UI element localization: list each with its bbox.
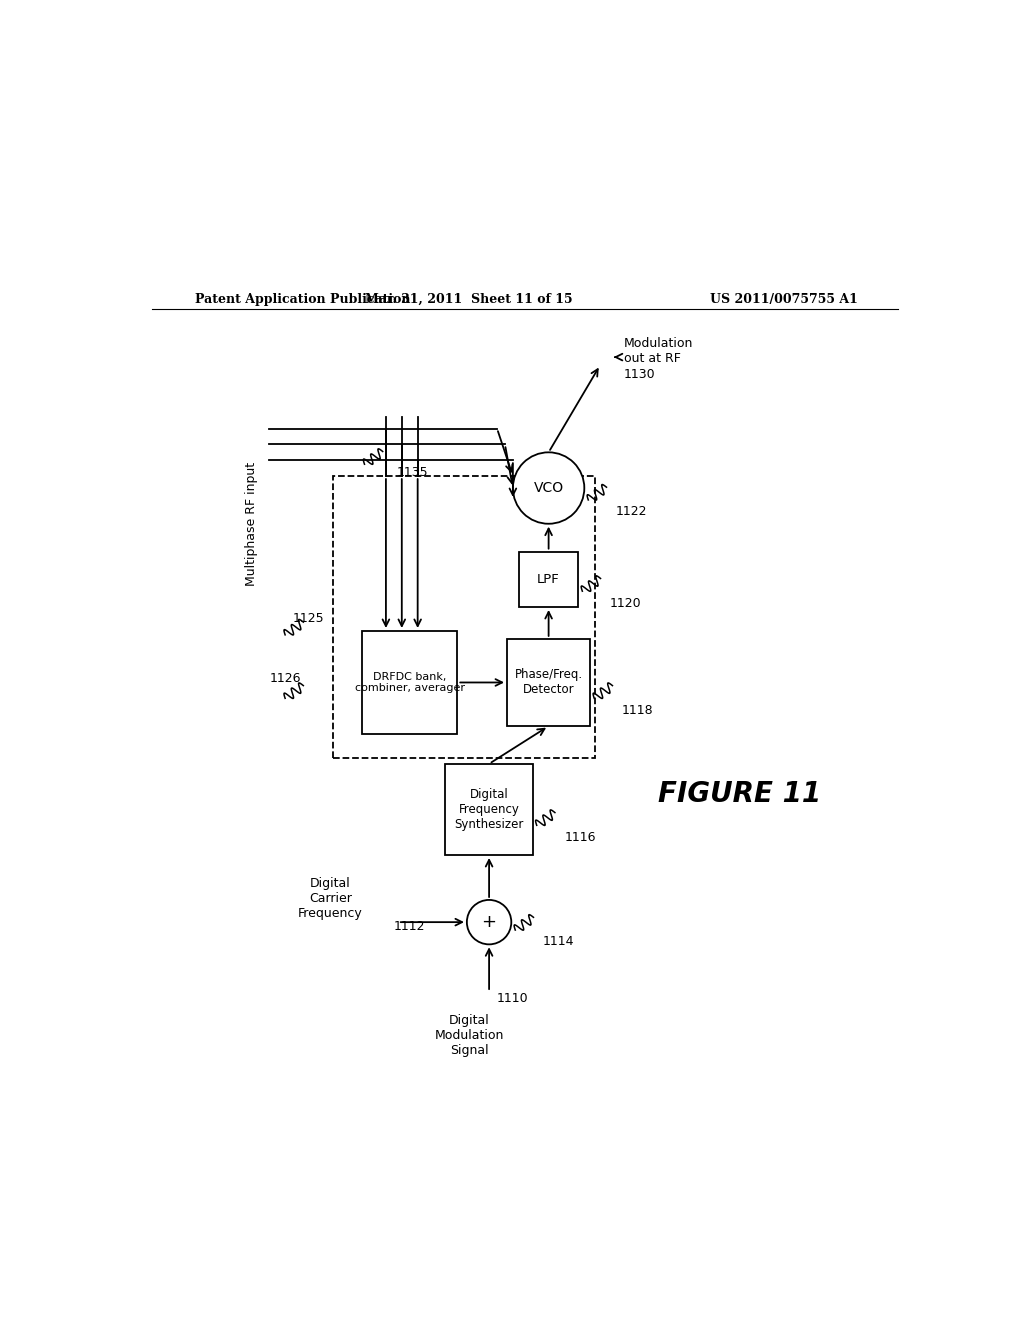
Text: 1114: 1114	[543, 936, 574, 949]
FancyBboxPatch shape	[362, 631, 458, 734]
Text: +: +	[481, 913, 497, 931]
Text: Modulation
out at RF: Modulation out at RF	[624, 337, 693, 364]
Text: 1126: 1126	[269, 672, 301, 685]
Text: FIGURE 11: FIGURE 11	[657, 780, 820, 808]
Text: 1118: 1118	[622, 704, 653, 717]
Text: Mar. 31, 2011  Sheet 11 of 15: Mar. 31, 2011 Sheet 11 of 15	[366, 293, 573, 306]
Text: 1125: 1125	[293, 612, 325, 626]
Text: 1130: 1130	[624, 368, 655, 381]
Circle shape	[467, 900, 511, 944]
Text: 1112: 1112	[394, 920, 425, 933]
Text: Digital
Modulation
Signal: Digital Modulation Signal	[434, 1014, 504, 1057]
Circle shape	[513, 453, 585, 524]
Text: Digital
Carrier
Frequency: Digital Carrier Frequency	[298, 876, 362, 920]
Text: 1135: 1135	[396, 466, 428, 479]
FancyBboxPatch shape	[507, 639, 590, 726]
Text: VCO: VCO	[534, 480, 563, 495]
Text: LPF: LPF	[538, 573, 560, 586]
Text: Patent Application Publication: Patent Application Publication	[196, 293, 411, 306]
Text: US 2011/0075755 A1: US 2011/0075755 A1	[711, 293, 858, 306]
FancyBboxPatch shape	[519, 552, 579, 607]
Text: Multiphase RF input: Multiphase RF input	[245, 462, 257, 586]
Text: Phase/Freq.
Detector: Phase/Freq. Detector	[514, 668, 583, 697]
Text: 1116: 1116	[564, 830, 596, 843]
FancyBboxPatch shape	[445, 764, 532, 855]
Text: 1110: 1110	[497, 991, 528, 1005]
Text: 1122: 1122	[616, 506, 647, 519]
Text: Digital
Frequency
Synthesizer: Digital Frequency Synthesizer	[455, 788, 523, 832]
Text: DRFDC bank,
combiner, averager: DRFDC bank, combiner, averager	[354, 672, 465, 693]
Text: 1120: 1120	[610, 597, 642, 610]
